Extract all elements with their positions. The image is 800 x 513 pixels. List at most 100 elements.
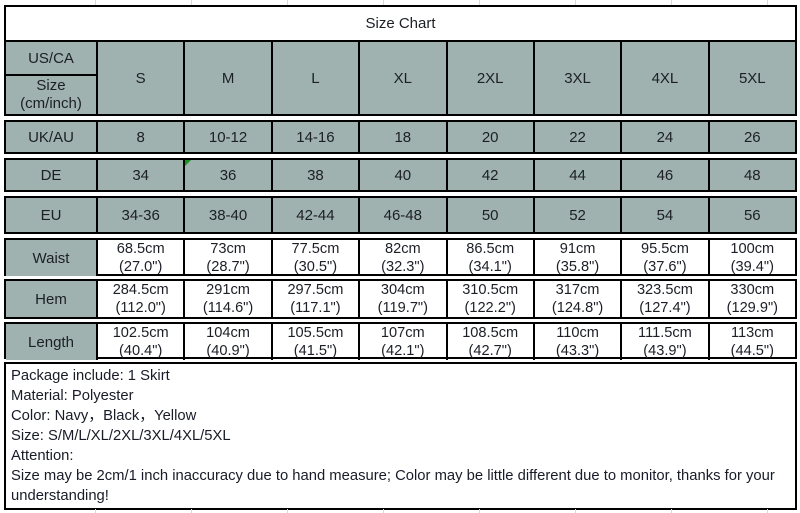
inch-value: (41.5"): [293, 343, 338, 359]
inch-value: (28.7"): [206, 259, 250, 275]
cm-value: 104cm: [206, 325, 250, 341]
notes-block: Package include: 1 Skirt Material: Polye…: [4, 362, 797, 510]
size-cell: 40: [358, 160, 445, 190]
size-cell: 44: [532, 160, 620, 190]
row-label-waist: Waist: [6, 240, 96, 276]
size-cell: 34-36: [96, 198, 183, 232]
measurement-cell: 110cm (43.3"): [532, 324, 620, 360]
inch-value: (43.9"): [643, 343, 687, 359]
inch-value: (37.6"): [643, 259, 687, 275]
size-column-header-2xl: 2XL: [445, 42, 533, 114]
inch-value: (112.0"): [115, 300, 166, 316]
inch-value: (35.8"): [555, 259, 600, 275]
size-cell: 48: [707, 160, 795, 190]
measurement-cell: 330cm (129.9"): [707, 281, 795, 317]
spreadsheet-gridlines-top: [0, 0, 800, 5]
cm-value: 73cm: [210, 241, 246, 257]
measurement-cell: 323.5cm (127.4"): [620, 281, 707, 317]
table-row-waist: Waist 68.5cm (27.0") 73cm (28.7") 77.5cm (3…: [4, 238, 797, 276]
header-unit-line1: Size: [36, 77, 66, 94]
measurement-cell: 317cm (124.8"): [532, 281, 620, 317]
measurement-cell: 108.5cm (42.7"): [445, 324, 533, 360]
inch-value: (30.5"): [293, 259, 338, 275]
size-cell: 26: [707, 122, 795, 152]
size-cell: 20: [445, 122, 533, 152]
inch-value: (124.8"): [551, 300, 604, 316]
cm-value: 107cm: [380, 325, 425, 341]
measurement-cell: 77.5cm (30.5"): [270, 240, 358, 276]
note-line-package: Package include: 1 Skirt: [11, 368, 170, 384]
measurement-cell: 104cm (40.9"): [183, 324, 270, 360]
size-cell: 24: [620, 122, 707, 152]
inch-value: (114.6"): [202, 300, 254, 316]
size-column-header-xl: XL: [358, 42, 445, 114]
cm-value: 108.5cm: [462, 325, 519, 341]
note-line-disclaimer: Size may be 2cm/1 inch inaccuracy due to…: [11, 468, 775, 504]
size-cell: 38-40: [183, 198, 270, 232]
size-cell: 14-16: [270, 122, 358, 152]
measurement-cell: 100cm (39.4"): [707, 240, 795, 276]
measurement-cell: 111.5cm (43.9"): [620, 324, 707, 360]
inch-value: (27.0"): [119, 259, 163, 275]
size-cell: 56: [707, 198, 795, 232]
row-label-eu: EU: [40, 206, 62, 224]
size-cell: 10-12: [183, 122, 270, 152]
cm-value: 323.5cm: [636, 282, 693, 298]
row-label-length: Length: [6, 324, 96, 360]
cm-value: 110cm: [556, 325, 599, 341]
inch-value: (129.9"): [726, 300, 779, 316]
size-column-header-4xl: 4XL: [620, 42, 707, 114]
inch-value: (42.1"): [381, 343, 425, 359]
measurement-cell: 102.5cm (40.4"): [96, 324, 183, 360]
measurement-cell: 86.5cm (34.1"): [445, 240, 533, 276]
size-column-header-m: M: [183, 42, 270, 114]
chart-title: Size Chart: [4, 5, 797, 42]
header-unit-line2: (cm/inch): [20, 95, 82, 112]
table-row-length: Length 102.5cm (40.4") 104cm (40.9") 105.5…: [4, 322, 797, 360]
size-table-header: US/CA Size (cm/inch) S M L XL 2XL 3XL 4X…: [4, 40, 797, 116]
cm-value: 291cm: [206, 282, 250, 298]
row-label-ukau: UK/AU: [28, 128, 74, 146]
size-cell: 54: [620, 198, 707, 232]
cm-value: 82cm: [384, 241, 421, 257]
cm-value: 310.5cm: [462, 282, 519, 298]
note-line-material: Material: Polyester: [11, 388, 134, 404]
measurement-cell: 105.5cm (41.5"): [270, 324, 358, 360]
measurement-cell: 284.5cm (112.0"): [96, 281, 183, 317]
inch-value: (34.1"): [468, 259, 512, 275]
row-label-hem: Hem: [6, 281, 96, 317]
inch-value: (32.3"): [381, 259, 425, 275]
size-cell: 8: [96, 122, 183, 152]
cm-value: 68.5cm: [116, 241, 165, 257]
measurement-cell: 113cm (44.5"): [707, 324, 795, 360]
measurement-cell: 95.5cm (37.6"): [620, 240, 707, 276]
note-line-attention: Attention:: [11, 448, 74, 464]
cm-value: 330cm: [730, 282, 775, 298]
measurement-cell: 304cm (119.7"): [358, 281, 445, 317]
size-column-header-3xl: 3XL: [532, 42, 620, 114]
cell-error-flag-icon: [185, 160, 192, 166]
note-line-color: Color: Navy，Black，Yellow: [11, 408, 197, 424]
table-row-eu: EU 34-36 38-40 42-44 46-48 50 52 54 56: [4, 196, 797, 234]
measurement-cell: 73cm (28.7"): [183, 240, 270, 276]
measurement-cell: 68.5cm (27.0"): [96, 240, 183, 276]
cm-value: 111.5cm: [638, 325, 692, 341]
inch-value: (127.4"): [639, 300, 691, 316]
size-cell: 46-48: [358, 198, 445, 232]
size-cell: 36: [183, 160, 270, 190]
cm-value: 317cm: [555, 282, 600, 298]
chart-title-label: Size Chart: [365, 15, 436, 32]
row-label-de: DE: [40, 166, 62, 184]
inch-value: (119.7"): [377, 300, 428, 316]
size-cell: 50: [445, 198, 533, 232]
size-cell: 18: [358, 122, 445, 152]
table-row-ukau: UK/AU 8 10-12 14-16 18 20 22 24 26: [4, 120, 797, 154]
size-cell: 42-44: [270, 198, 358, 232]
measurement-cell: 297.5cm (117.1"): [270, 281, 358, 317]
measurement-cell: 82cm (32.3"): [358, 240, 445, 276]
cm-value: 113cm: [730, 325, 774, 341]
cm-value: 86.5cm: [466, 241, 515, 257]
size-column-header-5xl: 5XL: [707, 42, 795, 114]
size-column-header-s: S: [96, 42, 183, 114]
inch-value: (43.3"): [555, 343, 600, 359]
